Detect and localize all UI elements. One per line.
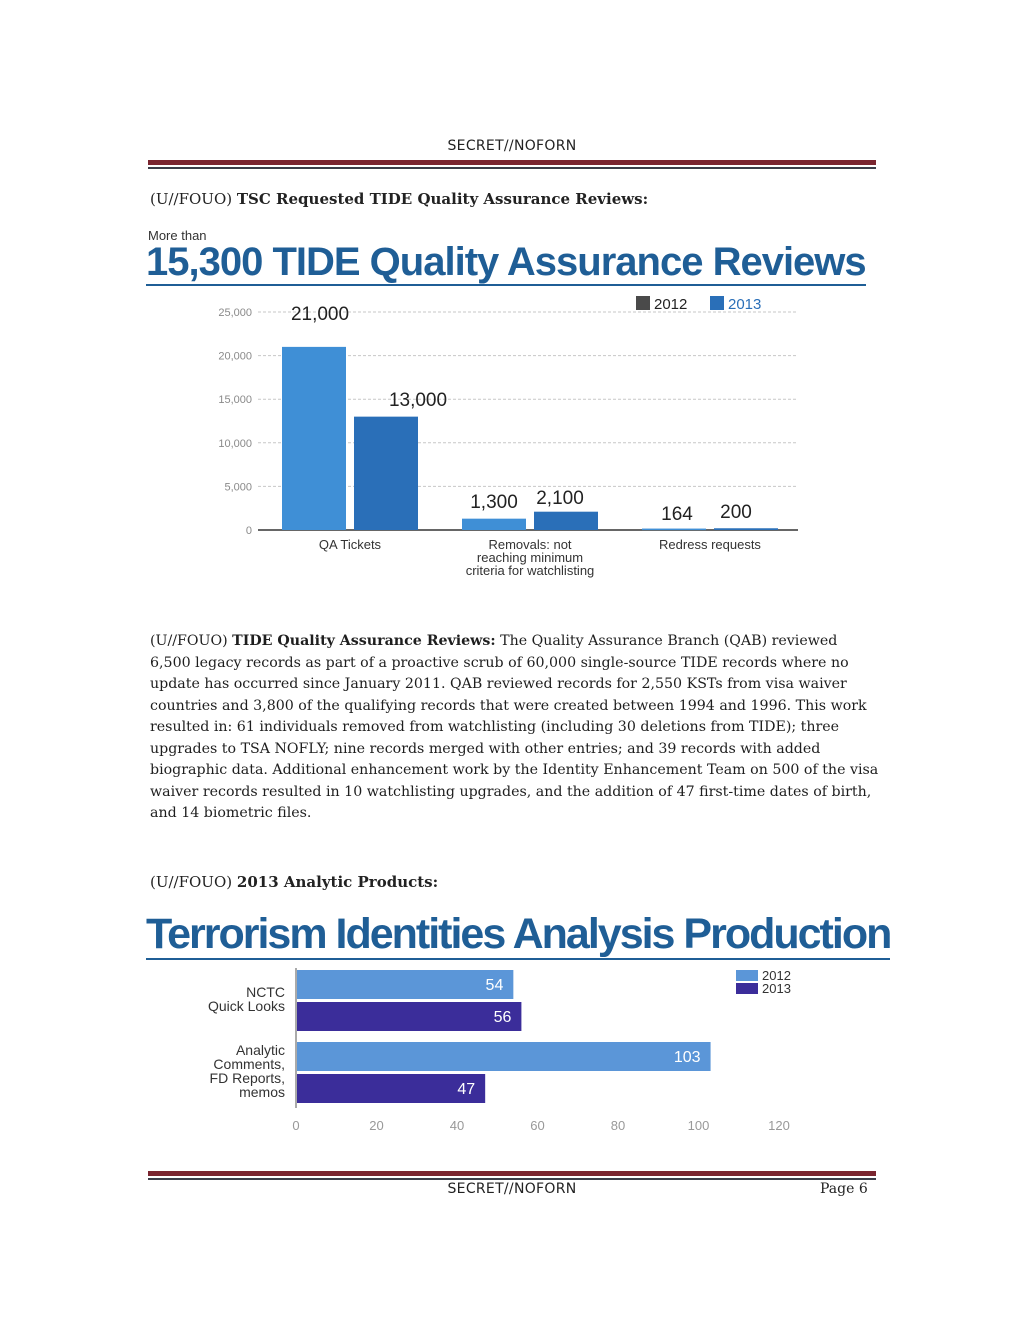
legend-swatch-2013 — [710, 296, 724, 310]
bar-2013 — [354, 416, 418, 530]
bar-value-label: 47 — [457, 1081, 475, 1098]
category-label: NCTC — [246, 984, 285, 1000]
bar-value-label: 21,000 — [291, 304, 349, 325]
y-tick-label: 5,000 — [224, 481, 252, 493]
bar-2013 — [297, 1002, 522, 1031]
y-tick-label: 0 — [246, 525, 252, 537]
legend-label: 2012 — [654, 296, 687, 313]
bar-2013 — [714, 528, 778, 530]
bar-value-label: 56 — [494, 1009, 512, 1026]
bar-value-label: 2,100 — [536, 488, 584, 509]
bar-2012 — [462, 518, 526, 530]
bar-value-label: 54 — [486, 977, 504, 994]
header-rule — [148, 160, 876, 169]
bar-value-label: 103 — [674, 1049, 701, 1066]
category-label: Redress requests — [659, 537, 761, 552]
category-label: Removals: not — [488, 537, 571, 552]
section1-marking: (U//FOUO) — [150, 190, 233, 208]
classification-top: SECRET//NOFORN — [447, 138, 577, 154]
chart2-heading: Terrorism Identities Analysis Production — [146, 910, 892, 960]
bar-2012 — [297, 970, 514, 999]
legend-swatch-2013 — [736, 983, 758, 994]
section1-heading: TSC Requested TIDE Quality Assurance Rev… — [236, 190, 649, 208]
qa-reviews-chart: 0 5,000 10,000 15,000 20,000 25,000 21,000 13,0… — [218, 296, 798, 578]
qa-paragraph: (U//FOUO) TIDE Quality Assurance Reviews… — [150, 631, 880, 825]
legend-label: 2013 — [728, 296, 761, 313]
section2-heading: 2013 Analytic Products: — [236, 873, 439, 891]
x-tick-label: 0 — [292, 1118, 299, 1133]
category-label: criteria for watchlisting — [466, 563, 595, 578]
category-label: memos — [239, 1084, 285, 1100]
bar-2012 — [282, 346, 346, 530]
category-label: reaching minimum — [477, 550, 583, 565]
bar-2013 — [297, 1074, 486, 1103]
category-label: Analytic — [236, 1042, 285, 1058]
legend-label: 2012 — [762, 968, 791, 983]
classification-bottom: SECRET//NOFORN — [447, 1181, 577, 1197]
x-tick-label: 20 — [369, 1118, 383, 1133]
x-tick-label: 120 — [768, 1118, 790, 1133]
category-label: FD Reports, — [210, 1070, 285, 1086]
x-tick-label: 60 — [530, 1118, 544, 1133]
chart1-pretitle: More than — [148, 228, 207, 243]
y-tick-label: 25,000 — [218, 307, 252, 319]
bar-value-label: 164 — [661, 504, 693, 525]
bar-value-label: 1,300 — [470, 492, 518, 513]
legend-swatch-2012 — [736, 970, 758, 981]
bar-2012 — [297, 1042, 711, 1071]
paragraph-body: The Quality Assurance Branch (QAB) revie… — [150, 633, 879, 821]
section2-title: (U//FOUO) 2013 Analytic Products: — [150, 873, 438, 891]
legend-label: 2013 — [762, 981, 791, 996]
section2-marking: (U//FOUO) — [150, 873, 233, 891]
chart1-heading: 15,300 TIDE Quality Assurance Reviews — [146, 240, 867, 286]
x-tick-label: 40 — [450, 1118, 464, 1133]
bar-value-label: 200 — [720, 502, 752, 523]
category-label: Quick Looks — [208, 998, 285, 1014]
y-tick-label: 20,000 — [218, 351, 252, 363]
page-number: Page 6 — [820, 1181, 868, 1197]
bar-value-label: 13,000 — [389, 390, 447, 411]
y-tick-label: 10,000 — [218, 438, 252, 450]
bar-2013 — [534, 511, 598, 530]
category-label: Comments, — [213, 1056, 285, 1072]
y-tick-label: 15,000 — [218, 394, 252, 406]
x-tick-label: 80 — [611, 1118, 625, 1133]
footer-rule — [148, 1171, 876, 1180]
legend-swatch-2012 — [636, 296, 650, 310]
category-label: QA Tickets — [319, 537, 382, 552]
x-tick-label: 100 — [688, 1118, 710, 1133]
paragraph-lead: TIDE Quality Assurance Reviews: — [232, 633, 496, 649]
paragraph-marking: (U//FOUO) — [150, 633, 228, 649]
bar-2012 — [642, 528, 706, 531]
section1-title: (U//FOUO) TSC Requested TIDE Quality Ass… — [150, 190, 648, 208]
